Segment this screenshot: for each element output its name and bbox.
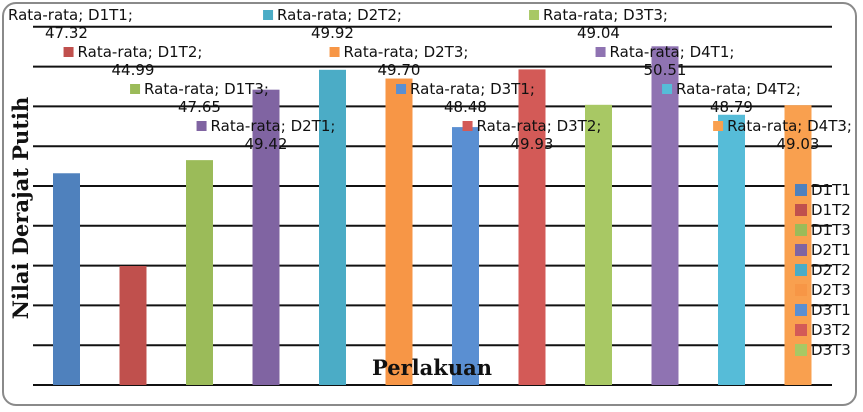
bar-d2t1 [252,89,280,386]
data-label-value: 48.79 [710,98,753,116]
legend-swatch [795,344,807,356]
legend-entry: D2T2 [811,261,851,279]
bar-d3t3 [585,104,612,386]
data-label-marker [462,121,473,131]
legend-swatch [795,284,807,296]
legend-entry: D3T3 [811,341,851,359]
data-label-value: 49.04 [577,24,620,42]
data-label-marker [396,84,407,94]
legend-swatch [795,324,807,336]
legend-entry: D1T3 [811,221,851,239]
data-label-value: 49.03 [777,135,820,153]
bar-d1t3 [186,160,213,385]
data-label-marker [130,84,141,94]
data-label-marker [63,47,74,57]
legend-entry: D3T2 [811,321,851,339]
data-label-value: 47.65 [178,98,221,116]
legend-entry: D1T1 [811,181,851,199]
bar-d4t2 [718,114,745,386]
data-label-name: Rata-rata; D2T2; [277,6,402,24]
data-label-value: 49.92 [311,24,354,42]
data-label-name: Rata-rata; D1T1; [8,6,133,24]
data-label-marker [529,10,540,20]
data-label-name: Rata-rata; D1T2; [78,43,203,61]
legend-swatch [795,244,807,256]
data-label-value: 49.70 [378,61,421,79]
legend-entry: D2T3 [811,281,851,299]
data-label-value: 49.42 [245,135,288,153]
legend-entry: D1T2 [811,201,851,219]
data-label-name: Rata-rata; D1T3; [144,80,269,98]
chart-border [2,2,857,406]
data-label-name: Rata-rata; D2T3; [344,43,469,61]
legend-swatch [795,304,807,316]
x-axis-title: Perlakuan [372,355,492,380]
data-label-name: Rata-rata; D2T1; [211,117,336,135]
legend-entry: D2T1 [811,241,851,259]
data-label-marker [713,121,724,131]
data-label-marker [263,10,274,20]
data-label-name: Rata-rata; D4T3; [727,117,852,135]
bar-d3t2 [518,69,546,386]
data-label-marker [196,121,207,131]
data-label-value: 49.93 [511,135,554,153]
data-label-marker [595,47,606,57]
data-label-marker [662,84,673,94]
data-label-name: Rata-rata; D4T1; [610,43,735,61]
bar-d1t2 [119,265,147,385]
data-label-value: 50.51 [644,61,687,79]
data-label-name: Rata-rata; D3T1; [410,80,535,98]
y-axis-title: Nilai Derajat Putih [8,97,33,320]
data-label-value: 47.32 [45,24,88,42]
legend-swatch [795,204,807,216]
bar-d3t1 [452,127,479,385]
data-label-value: 44.99 [112,61,155,79]
data-label-value: 48.48 [444,98,487,116]
data-label-name: Rata-rata; D4T2; [676,80,801,98]
bar-d2t2 [319,69,346,385]
legend-entry: D3T1 [811,301,851,319]
data-label-name: Rata-rata; D3T2; [477,117,602,135]
data-label-name: Rata-rata; D3T3; [543,6,668,24]
bar-d4t1 [651,46,679,385]
bar-d2t3 [385,78,413,385]
legend-swatch [795,184,807,196]
legend-swatch [795,224,807,236]
data-label-marker [329,47,340,57]
legend-swatch [795,264,807,276]
bar-d1t1 [53,173,80,385]
